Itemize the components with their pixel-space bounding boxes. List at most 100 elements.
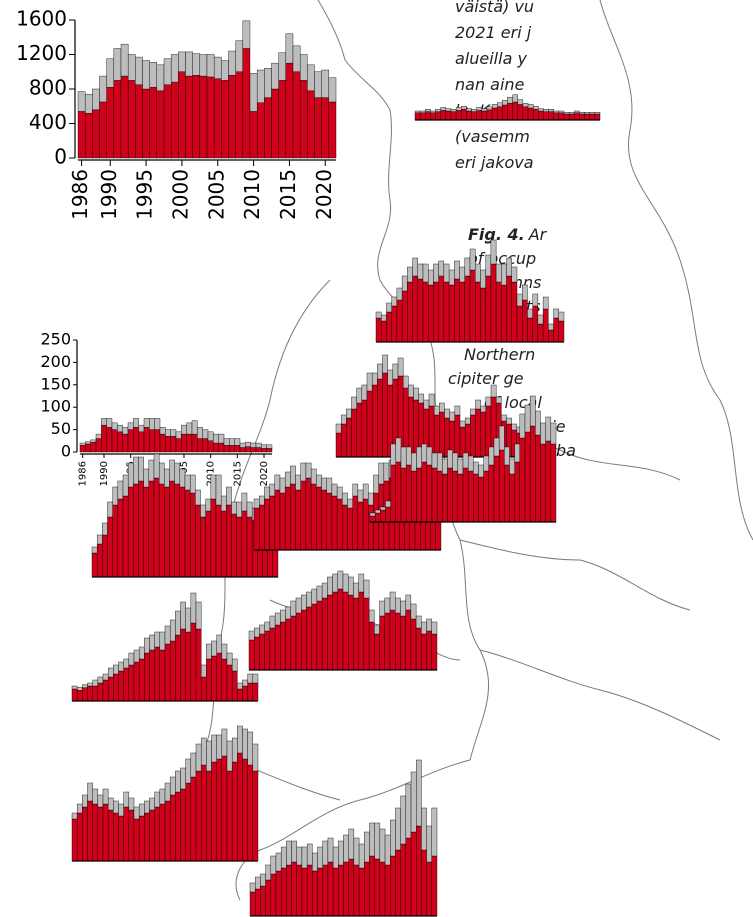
bar-segment: [357, 489, 364, 503]
x-tick-label: 2005: [204, 169, 228, 220]
bar-segment: [568, 111, 575, 115]
bar-segment: [532, 305, 539, 343]
bar-segment: [335, 423, 342, 434]
bar-segment: [226, 770, 233, 862]
bar-segment: [255, 442, 262, 448]
bar-segment: [511, 423, 518, 431]
bar-segment: [540, 443, 546, 523]
bar-segment: [348, 828, 355, 860]
bar-segment: [274, 624, 281, 671]
bar-segment: [280, 621, 286, 671]
bar-segment: [379, 615, 385, 671]
bar-segment: [190, 752, 197, 778]
bar-segment: [246, 516, 253, 578]
bar-segment: [269, 495, 275, 551]
bar-segment: [269, 615, 276, 629]
bar-chart: [91, 453, 279, 578]
bar-chart: [71, 725, 259, 862]
bar-segment: [158, 462, 165, 485]
bar-segment: [402, 375, 409, 389]
bar-segment: [366, 372, 373, 392]
y-tick-label: 50: [51, 419, 71, 438]
bar-segment: [133, 806, 140, 820]
bar-segment: [279, 492, 286, 551]
bar-segment: [185, 75, 193, 159]
bar-segment: [377, 378, 383, 458]
bar-segment: [332, 591, 338, 671]
bar-segment: [241, 492, 248, 512]
bar-segment: [118, 670, 124, 702]
bar-segment: [327, 576, 333, 596]
bar-segment: [231, 513, 237, 578]
bar-segment: [369, 515, 376, 523]
bar-chart: [369, 395, 557, 523]
bar-segment: [379, 828, 386, 863]
bar-segment: [175, 438, 182, 453]
bar-segment: [387, 369, 394, 386]
bar-segment: [95, 433, 102, 439]
bar-segment: [291, 861, 297, 917]
bar-segment: [231, 658, 238, 672]
bar-segment: [384, 834, 391, 866]
bar-segment: [220, 510, 227, 578]
bar-segment: [478, 464, 484, 478]
bar-segment: [189, 474, 196, 494]
bar-segment: [438, 275, 445, 343]
bar-segment: [504, 464, 510, 523]
bar-segment: [384, 864, 391, 917]
bar-segment: [522, 102, 529, 107]
bar-segment: [331, 495, 338, 551]
bar-segment: [326, 477, 333, 494]
bar-segment: [231, 501, 237, 515]
bar-segment: [213, 56, 222, 79]
bar-segment: [249, 882, 256, 893]
bar-segment: [368, 609, 375, 623]
bar-segment: [340, 423, 347, 458]
bar-segment: [414, 112, 421, 121]
bar-segment: [470, 414, 476, 458]
bar-segment: [527, 104, 534, 109]
bar-segment: [90, 441, 97, 453]
bar-segment: [428, 284, 434, 343]
bar-segment: [476, 107, 483, 111]
bar-segment: [85, 443, 91, 453]
bar-segment: [371, 384, 378, 458]
bar-segment: [265, 864, 271, 881]
bar-segment: [84, 93, 93, 114]
bar-segment: [511, 281, 518, 343]
bar-chart: [71, 592, 259, 702]
bar-segment: [218, 442, 225, 453]
bar-segment: [138, 456, 144, 482]
bar-segment: [195, 601, 202, 630]
bar-segment: [149, 809, 155, 862]
bar-segment: [133, 818, 140, 862]
bar-segment: [165, 429, 171, 437]
bar-segment: [200, 664, 207, 678]
bar-segment: [553, 317, 559, 343]
bar-segment: [306, 606, 312, 671]
bar-segment: [154, 429, 161, 453]
bar-segment: [192, 74, 201, 159]
bar-segment: [264, 630, 271, 671]
bar-segment: [87, 782, 93, 802]
x-tick-label: 1986: [78, 461, 89, 486]
bar-segment: [87, 800, 93, 862]
bar-segment: [395, 612, 401, 671]
bar-segment: [120, 75, 129, 159]
caption-line: 2021 eri j: [455, 23, 532, 42]
bar-segment: [149, 797, 155, 811]
bar-segment: [353, 864, 360, 917]
bar-segment: [338, 864, 344, 917]
bar-segment: [102, 673, 109, 681]
bar-segment: [170, 54, 179, 83]
y-tick-label: 150: [40, 374, 71, 393]
bar-segment: [363, 579, 370, 599]
bar-segment: [589, 113, 596, 121]
bar-segment: [455, 107, 462, 111]
bar-chart: [414, 94, 601, 121]
bar-segment: [462, 467, 469, 523]
bar-segment: [527, 317, 533, 343]
bar-segment: [245, 441, 251, 447]
bar-segment: [190, 776, 197, 862]
bar-segment: [211, 640, 217, 657]
